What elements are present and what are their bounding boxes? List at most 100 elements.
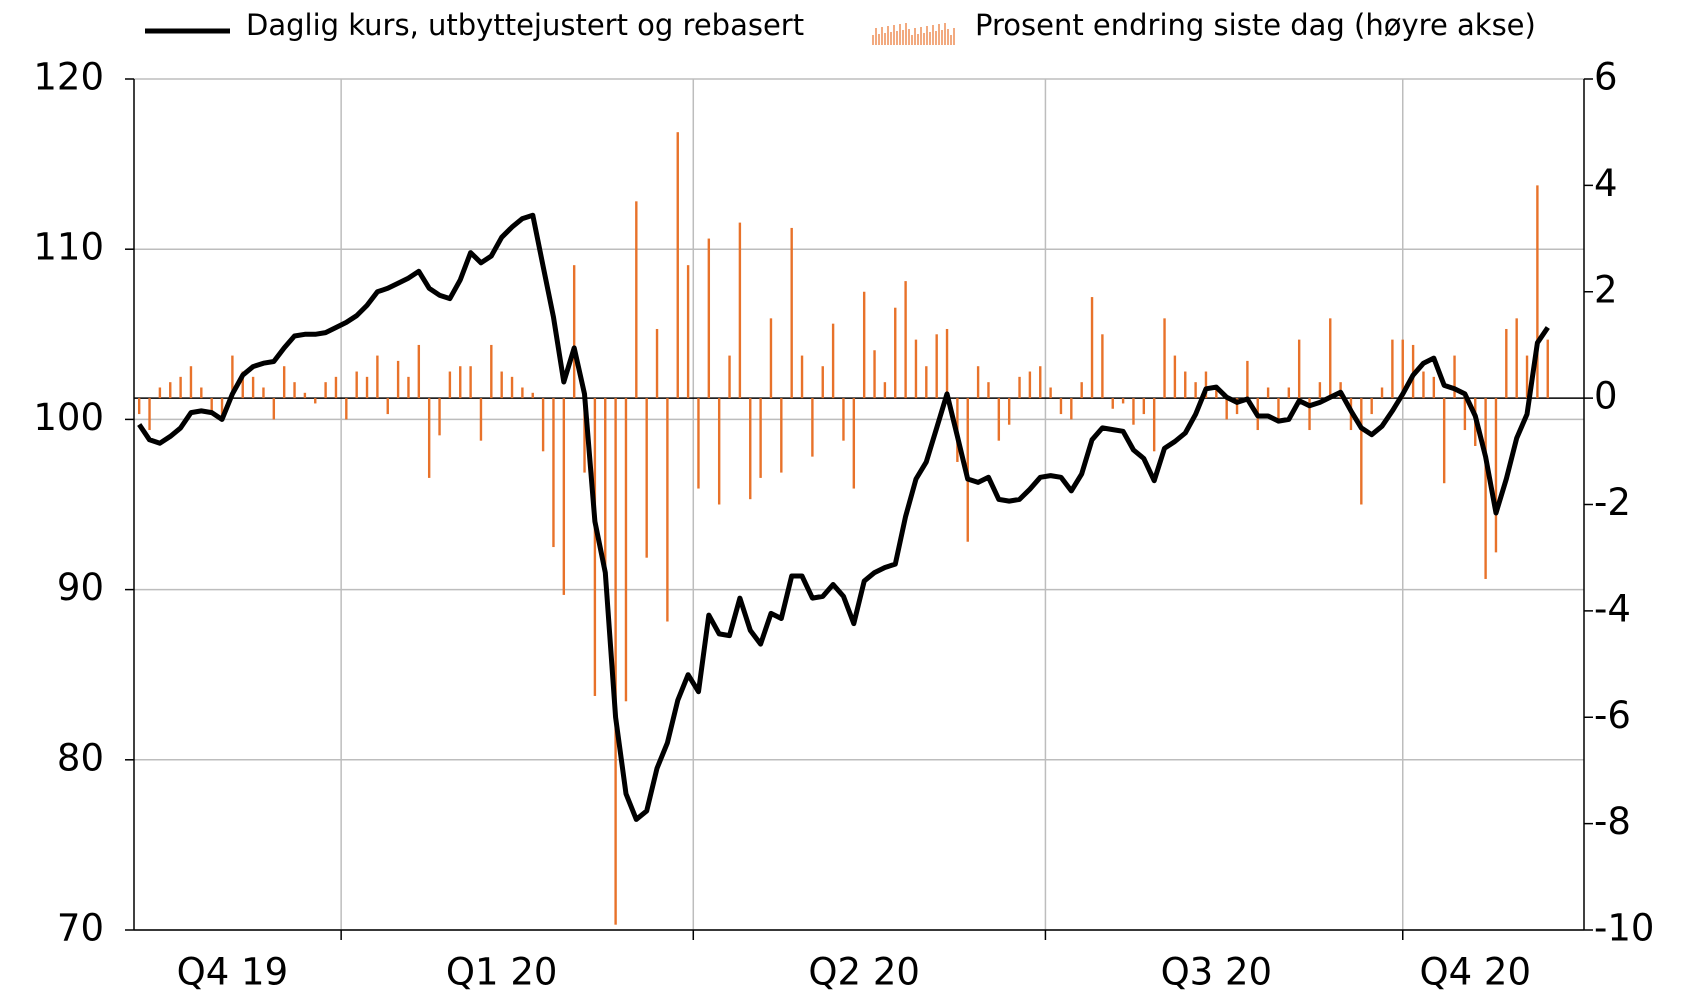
bar	[790, 227, 793, 399]
bar	[707, 238, 711, 399]
bar	[179, 376, 182, 399]
bar	[541, 398, 545, 452]
bar	[1432, 376, 1436, 399]
x-tick-label: Q3 20	[1161, 951, 1273, 991]
bar	[272, 398, 276, 420]
bar	[821, 366, 824, 399]
bar	[324, 382, 327, 399]
x-tick-label: Q2 20	[808, 951, 920, 991]
bar	[438, 398, 441, 436]
bar	[997, 398, 1001, 441]
bar	[811, 398, 814, 457]
bar	[1039, 366, 1042, 399]
legend-label: Prosent endring siste dag (høyre akse)	[975, 8, 1536, 42]
bar	[1370, 398, 1373, 415]
bar	[862, 291, 866, 399]
bar	[1380, 387, 1384, 399]
bar	[1215, 387, 1218, 399]
y2-tick-label: -2	[1594, 481, 1631, 524]
y-tick-label: 110	[33, 226, 104, 269]
bar	[1163, 318, 1166, 399]
bar	[1007, 398, 1011, 425]
bar	[293, 382, 296, 399]
y-tick-label: 70	[57, 907, 104, 950]
bar	[1484, 398, 1487, 579]
y-tick-label: 80	[57, 736, 104, 779]
bar	[1453, 355, 1456, 399]
bar	[1525, 355, 1529, 399]
bar	[987, 382, 990, 399]
y-tick-label: 100	[33, 396, 104, 439]
y2-tick-label: 6	[1594, 56, 1618, 99]
bar	[1391, 339, 1394, 399]
y2-tick-label: 4	[1594, 162, 1618, 205]
bar	[1308, 398, 1311, 431]
bar	[1204, 371, 1208, 399]
y2-tick-label: -8	[1594, 800, 1631, 843]
bar	[303, 392, 307, 399]
bar	[800, 355, 804, 399]
legend-label: Daglig kurs, utbyttejustert og rebasert	[246, 8, 804, 42]
y2-tick-label: -10	[1594, 907, 1654, 950]
bar	[355, 371, 358, 399]
y2-tick-label: 2	[1594, 268, 1618, 311]
x-tick-label: Q1 20	[446, 951, 558, 991]
bar	[220, 398, 224, 420]
bar	[158, 387, 162, 399]
bar	[1536, 185, 1539, 399]
bar	[1422, 371, 1425, 399]
bar	[676, 132, 679, 399]
bar	[200, 387, 203, 399]
bar	[210, 398, 213, 415]
bar	[572, 265, 576, 399]
bar	[697, 398, 700, 489]
bar	[769, 318, 773, 399]
bar	[976, 366, 980, 399]
bar	[842, 398, 845, 441]
bar	[624, 398, 628, 702]
bar	[894, 307, 897, 399]
bar	[925, 366, 928, 399]
bar	[562, 398, 566, 595]
bar	[1463, 398, 1467, 431]
bar	[552, 398, 555, 548]
bar	[635, 201, 638, 399]
y2-tick-label: 0	[1594, 375, 1618, 418]
bar	[1318, 382, 1322, 399]
bar	[604, 398, 607, 590]
bar	[262, 387, 265, 399]
bar	[831, 323, 835, 399]
bar	[1142, 398, 1146, 415]
bar	[1287, 387, 1291, 399]
bar	[883, 382, 887, 399]
bar	[334, 376, 338, 399]
bar	[1101, 334, 1104, 399]
bar	[417, 344, 421, 399]
bar	[1121, 398, 1125, 404]
bar	[531, 392, 534, 399]
bar	[1515, 318, 1518, 399]
bar	[759, 398, 762, 478]
bar	[655, 328, 659, 399]
bar	[738, 222, 742, 399]
bar	[345, 398, 348, 420]
bar	[1246, 360, 1249, 399]
bar	[1194, 382, 1197, 399]
bar	[314, 398, 317, 404]
bar	[241, 371, 244, 399]
bar	[1442, 398, 1446, 484]
bar	[1225, 398, 1228, 420]
bar	[137, 398, 141, 415]
bar	[645, 398, 648, 558]
y-tick-label: 120	[33, 56, 104, 99]
bar	[1277, 398, 1280, 420]
bar	[1184, 371, 1187, 399]
bar	[1090, 297, 1094, 399]
bar	[904, 281, 907, 399]
bar	[376, 355, 379, 399]
bar	[1505, 328, 1508, 399]
bar	[469, 366, 472, 399]
bar	[189, 366, 193, 399]
bar	[1360, 398, 1363, 505]
bar	[1494, 398, 1498, 553]
